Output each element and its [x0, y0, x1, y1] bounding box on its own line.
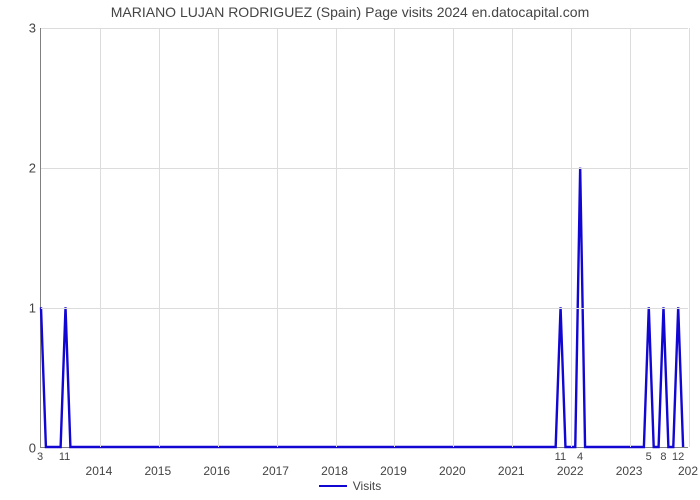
- value-label: 5: [646, 451, 652, 463]
- x-tick-label: 202: [678, 464, 698, 478]
- legend: Visits: [0, 478, 700, 493]
- gridline-horizontal: [41, 308, 688, 309]
- gridline-vertical: [336, 28, 337, 447]
- x-tick-label: 2018: [321, 464, 348, 478]
- chart-container: MARIANO LUJAN RODRIGUEZ (Spain) Page vis…: [0, 0, 700, 500]
- legend-swatch: [319, 485, 347, 487]
- gridline-vertical: [159, 28, 160, 447]
- y-tick-label: 0: [6, 441, 36, 456]
- value-label: 4: [577, 451, 583, 463]
- y-tick-label: 1: [6, 301, 36, 316]
- gridline-vertical: [218, 28, 219, 447]
- chart-title: MARIANO LUJAN RODRIGUEZ (Spain) Page vis…: [0, 4, 700, 20]
- y-tick-label: 3: [6, 21, 36, 36]
- value-label: 11: [555, 451, 566, 463]
- plot-area: [40, 28, 688, 448]
- value-label: 3: [37, 451, 43, 463]
- y-tick-label: 2: [6, 161, 36, 176]
- x-tick-label: 2017: [262, 464, 289, 478]
- x-tick-label: 2020: [439, 464, 466, 478]
- gridline-horizontal: [41, 28, 688, 29]
- gridline-vertical: [277, 28, 278, 447]
- x-tick-label: 2019: [380, 464, 407, 478]
- gridline-horizontal: [41, 168, 688, 169]
- value-label: 12: [672, 451, 684, 463]
- x-tick-label: 2021: [498, 464, 525, 478]
- x-tick-label: 2016: [203, 464, 230, 478]
- value-label: 11: [59, 451, 70, 463]
- value-label: 8: [660, 451, 666, 463]
- gridline-vertical: [394, 28, 395, 447]
- gridline-vertical: [571, 28, 572, 447]
- gridline-vertical: [512, 28, 513, 447]
- gridline-vertical: [689, 28, 690, 447]
- series-svg: [41, 28, 688, 447]
- x-tick-label: 2023: [616, 464, 643, 478]
- x-tick-label: 2015: [144, 464, 171, 478]
- gridline-vertical: [630, 28, 631, 447]
- gridline-vertical: [453, 28, 454, 447]
- gridline-vertical: [100, 28, 101, 447]
- legend-label: Visits: [353, 479, 381, 493]
- x-tick-label: 2022: [557, 464, 584, 478]
- x-tick-label: 2014: [86, 464, 113, 478]
